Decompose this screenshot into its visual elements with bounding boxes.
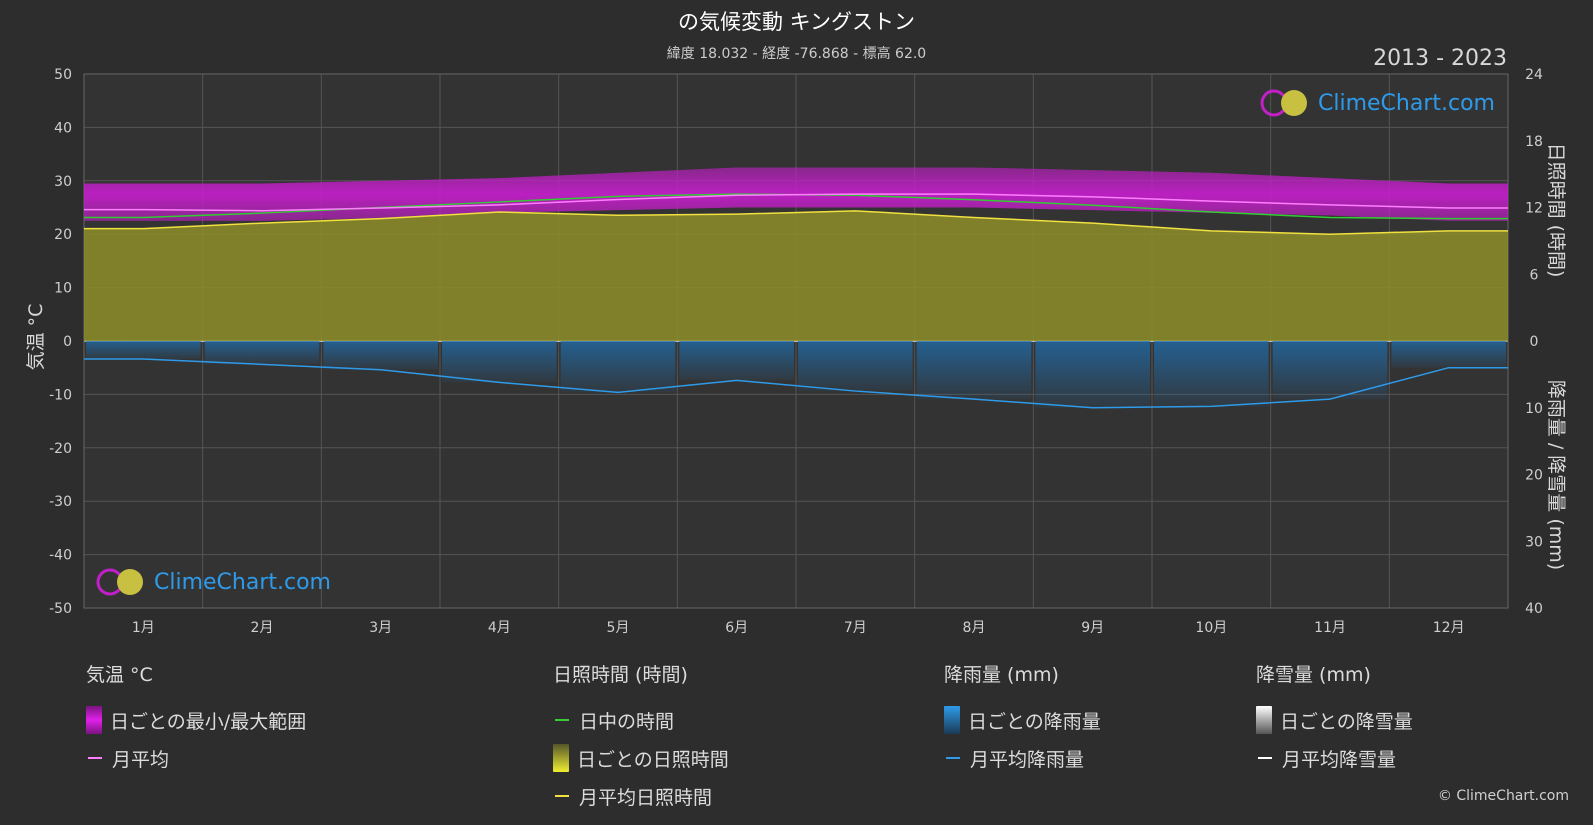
climate-chart: 50 40 30 20 10 0 -10 -20 -30 -40 -50 24 18 12 6 0 10 20 30… — [25, 67, 1567, 636]
month-tick-label: 4月 — [488, 620, 511, 636]
snow-swatch — [1256, 706, 1272, 734]
left-tick-label: 30 — [54, 174, 72, 190]
legend-label: 日ごとの降雪量 — [1280, 710, 1413, 733]
rain-bar — [798, 341, 913, 392]
left-tick-label: 0 — [63, 334, 72, 350]
month-tick-label: 9月 — [1081, 620, 1104, 636]
legend-label: 日中の時間 — [579, 710, 675, 733]
legend-item: 日ごとの最小/最大範囲 — [86, 701, 306, 739]
legend-label: 日ごとの降雨量 — [968, 710, 1101, 733]
axis-ticks: 50 40 30 20 10 0 -10 -20 -30 -40 -50 24 18 12 6 0 10 20 30… — [49, 67, 1543, 636]
temperature-mean-line — [84, 193, 1508, 212]
sunshine-mean-swatch — [555, 795, 569, 797]
month-tick-label: 3月 — [369, 620, 392, 636]
left-tick-label: -10 — [49, 387, 72, 403]
rain-swatch — [944, 706, 960, 734]
legend-heading: 降雨量 (mm) — [944, 664, 1059, 686]
left-tick-label: 50 — [54, 67, 72, 83]
left-tick-label: -40 — [49, 548, 72, 564]
rain-bar — [916, 341, 1032, 400]
legend-heading: 降雪量 (mm) — [1256, 664, 1371, 686]
left-axis-label: 気温 °C — [25, 304, 47, 371]
legend-temp: 気温 °C 日ごとの最小/最大範囲 月平均 — [86, 660, 306, 777]
rain-bar — [679, 341, 794, 381]
legend-item: 日ごとの降雨量 — [944, 701, 1101, 739]
month-tick-label: 5月 — [607, 620, 630, 636]
rain-bar — [86, 341, 201, 360]
chart-subtitle: 緯度 18.032 - 経度 -76.868 - 標高 62.0 — [666, 46, 927, 62]
rain-bar — [204, 341, 320, 365]
logo-icon — [1260, 89, 1307, 117]
legend-label: 月平均 — [112, 748, 170, 771]
logo-text: ClimeChart.com — [154, 569, 331, 595]
logo-text: ClimeChart.com — [1318, 90, 1495, 116]
rain-bar — [323, 341, 438, 370]
month-tick-label: 11月 — [1314, 620, 1346, 636]
rain-bar — [1272, 341, 1388, 400]
daylight-swatch — [555, 719, 569, 721]
legend-item: 月平均降雨量 — [944, 739, 1101, 777]
sunshine-mean-line — [84, 210, 1508, 235]
right-axis-rain-label: 降雨量 / 降雪量 (mm) — [1545, 380, 1567, 570]
right-sun-tick-label: 12 — [1525, 201, 1543, 217]
chart-title: の気候変動 キングストン — [677, 10, 916, 34]
right-sun-tick-label: 18 — [1525, 134, 1543, 150]
legend-item: 日ごとの降雪量 — [1256, 701, 1413, 739]
legend-heading: 気温 °C — [86, 664, 153, 686]
legend-item: 月平均日照時間 — [553, 777, 729, 815]
temp-mean-swatch — [88, 757, 102, 759]
range-swatch — [86, 706, 102, 734]
logo-bottom: ClimeChart.com — [96, 567, 331, 597]
rain-mean-swatch — [946, 757, 960, 759]
right-rain-tick-label: 20 — [1525, 468, 1543, 484]
legend-item: 月平均降雪量 — [1256, 739, 1413, 777]
legend-label: 月平均日照時間 — [579, 786, 713, 809]
rain-bar — [1154, 341, 1269, 407]
left-tick-label: -50 — [49, 601, 72, 617]
snow-mean-swatch — [1258, 757, 1272, 759]
right-rain-tick-label: 40 — [1525, 601, 1543, 617]
legend-item: 日中の時間 — [553, 701, 729, 739]
chart-marks — [84, 167, 1508, 409]
legend-label: 月平均降雪量 — [1282, 748, 1397, 771]
legend-snow: 降雪量 (mm) 日ごとの降雪量 月平均降雪量 — [1256, 660, 1413, 777]
left-tick-label: 40 — [54, 120, 72, 136]
logo-top: ClimeChart.com — [1260, 88, 1495, 118]
right-rain-tick-label: 30 — [1525, 534, 1543, 550]
legend-label: 月平均降雨量 — [970, 748, 1085, 771]
legend-rain: 降雨量 (mm) 日ごとの降雨量 月平均降雨量 — [944, 660, 1101, 777]
legend-sun: 日照時間 (時間) 日中の時間 日ごとの日照時間 月平均日照時間 — [553, 660, 729, 815]
left-tick-label: 20 — [54, 227, 72, 243]
left-tick-label: -20 — [49, 441, 72, 457]
right-axis-sun-label: 日照時間 (時間) — [1545, 143, 1567, 278]
legend-label: 日ごとの最小/最大範囲 — [110, 710, 307, 733]
rain-mean-line — [84, 358, 1508, 409]
month-tick-label: 12月 — [1433, 620, 1465, 636]
right-rain-tick-label: 10 — [1525, 401, 1543, 417]
sunshine-area — [84, 210, 1508, 341]
sunshine-swatch — [553, 744, 569, 772]
right-sun-tick-label: 6 — [1530, 267, 1539, 283]
right-sun-tick-label: 0 — [1530, 334, 1539, 350]
rain-bar — [1391, 341, 1506, 368]
rain-bar — [560, 341, 676, 393]
year-range: 2013 - 2023 — [1373, 46, 1507, 71]
month-tick-label: 1月 — [132, 620, 155, 636]
left-tick-label: -30 — [49, 494, 72, 510]
rain-bar — [442, 341, 557, 383]
month-tick-label: 8月 — [963, 620, 986, 636]
month-tick-label: 10月 — [1195, 620, 1227, 636]
legend-label: 日ごとの日照時間 — [577, 748, 729, 771]
month-tick-label: 6月 — [725, 620, 748, 636]
legend-item: 日ごとの日照時間 — [553, 739, 729, 777]
logo-icon — [96, 568, 143, 596]
month-tick-label: 2月 — [251, 620, 274, 636]
right-sun-tick-label: 24 — [1525, 67, 1543, 83]
rain-bar — [1035, 341, 1150, 408]
left-tick-label: 10 — [54, 281, 72, 297]
legend-heading: 日照時間 (時間) — [553, 664, 688, 686]
month-tick-label: 7月 — [844, 620, 867, 636]
copyright: © ClimeChart.com — [1437, 788, 1569, 804]
legend-item: 月平均 — [86, 739, 306, 777]
